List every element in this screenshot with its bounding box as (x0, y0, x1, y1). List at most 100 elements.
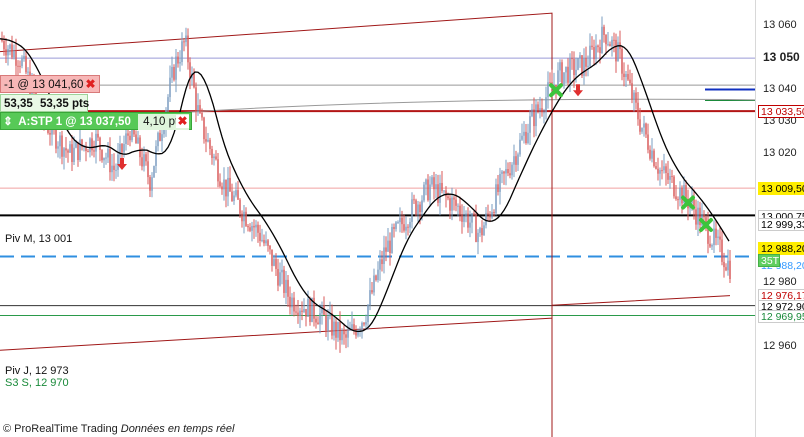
price-level-tag: 13 009,50 (758, 182, 804, 196)
candle-body (443, 190, 445, 192)
candle-body (177, 56, 179, 64)
candle-body (295, 311, 297, 313)
candle-body (493, 212, 495, 214)
price-chart[interactable]: Piv M, 13 001 Piv J, 12 973 S3 S, 12 970… (0, 0, 755, 437)
cancel-stop-icon[interactable]: ✖ (176, 114, 189, 128)
candle-body (391, 227, 393, 254)
candle-body (17, 65, 19, 67)
candle-body (573, 59, 575, 76)
candle-body (301, 310, 303, 312)
candle-body (263, 239, 265, 244)
candle-body (435, 184, 437, 190)
candle-body (289, 296, 291, 308)
close-position-icon[interactable]: ✖ (85, 77, 96, 91)
candle-body (371, 290, 373, 293)
candle-body (489, 214, 491, 218)
candle-body (351, 324, 353, 330)
candle-body (121, 143, 123, 153)
candle-body (647, 134, 649, 150)
candle-body (203, 117, 205, 140)
candle-body (7, 48, 9, 56)
candle-body (221, 186, 223, 190)
candle-body (681, 187, 683, 204)
candle-body (425, 179, 427, 185)
candle-body (419, 204, 421, 213)
candle-body (157, 132, 159, 147)
candle-body (261, 239, 263, 241)
candle-body (509, 173, 511, 176)
candle-body (515, 156, 517, 165)
candle-body (659, 170, 661, 174)
candle-body (23, 55, 25, 59)
candle-body (715, 228, 717, 238)
candle-body (565, 66, 567, 73)
candle-body (727, 260, 729, 271)
candle-body (415, 200, 417, 215)
candle-body (471, 213, 473, 223)
candle-body (77, 142, 79, 161)
footer: © ProRealTime Trading Données en temps r… (3, 423, 234, 435)
candle-body (699, 207, 701, 226)
candle-body (511, 164, 513, 176)
stop-order-box[interactable]: ⇕ A:STP 1 @ 13 037,50 4,10 pts ✖ (0, 112, 192, 130)
candle-body (317, 322, 319, 325)
candle-body (161, 134, 163, 141)
candle-body (533, 109, 535, 127)
candle-body (495, 184, 497, 214)
candle-body (667, 173, 669, 180)
footer-status: Données en temps réel (120, 423, 235, 435)
candle-body (593, 47, 595, 60)
candle-body (131, 121, 133, 141)
candle-body (651, 150, 653, 159)
candle-body (663, 166, 665, 171)
price-axis[interactable]: 13 060 13 040 13 030 13 020 12 980 12 960 13 0… (755, 0, 804, 437)
candle-body (447, 196, 449, 199)
candle-body (69, 144, 71, 153)
position-order-box[interactable]: -1 @ 13 041,60 ✖ (0, 75, 100, 93)
candle-body (433, 177, 435, 190)
buy-marker-icon (549, 83, 563, 98)
price-level-tag: 12 969,95 (758, 309, 804, 323)
candle-body (429, 184, 431, 201)
candle-body (75, 142, 77, 148)
candle-body (633, 92, 635, 100)
candle-body (175, 56, 177, 80)
candle-body (343, 330, 345, 335)
candle-body (227, 177, 229, 197)
candle-body (269, 245, 271, 250)
candle-body (469, 222, 471, 228)
candle-body (587, 65, 589, 67)
candle-body (141, 157, 143, 167)
position-pnl-box: 53,35 53,35 pts (0, 94, 90, 112)
candle-body (91, 138, 93, 151)
candle-body (1, 38, 3, 42)
sell-arrow-icon (117, 158, 127, 171)
candle-body (171, 66, 173, 78)
candle-body (79, 139, 81, 161)
candle-body (539, 108, 541, 111)
candle-body (19, 65, 21, 67)
candle-body (99, 137, 101, 150)
candle-body (465, 213, 467, 217)
candle-body (179, 62, 181, 64)
candle-body (293, 297, 295, 312)
candle-body (475, 214, 477, 242)
candle-body (583, 57, 585, 76)
candle-body (255, 224, 257, 228)
candle-body (707, 221, 709, 244)
candle-body (189, 62, 191, 79)
candle-body (649, 149, 651, 159)
position-label: -1 @ 13 041,60 (4, 79, 84, 91)
candle-body (319, 313, 321, 325)
candle-body (199, 105, 201, 113)
candle-body (463, 216, 465, 222)
candle-body (529, 116, 531, 133)
candle-body (101, 149, 103, 161)
drag-order-icon[interactable]: ⇕ (3, 116, 13, 128)
candle-body (367, 305, 369, 323)
candle-body (729, 260, 731, 279)
candle-body (217, 159, 219, 182)
candle-body (685, 185, 687, 199)
chart-canvas[interactable] (0, 0, 755, 437)
position-pnl-points: 53,35 pts (39, 98, 90, 110)
